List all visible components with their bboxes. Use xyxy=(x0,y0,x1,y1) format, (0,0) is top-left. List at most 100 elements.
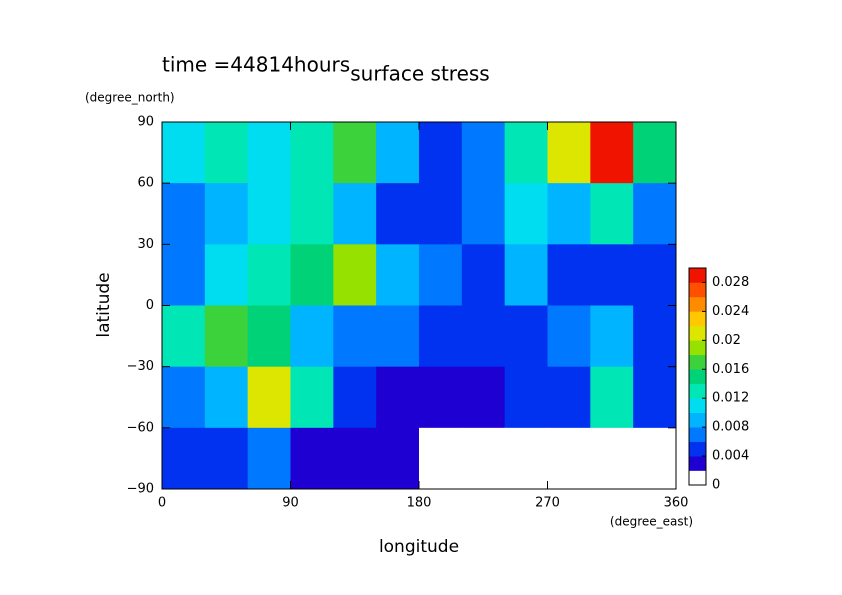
cell xyxy=(247,122,291,184)
y-axis-label: latitude xyxy=(94,272,114,337)
colorbar-band xyxy=(689,325,706,341)
cell xyxy=(333,305,377,368)
colorbar-tick-label: 0.02 xyxy=(712,333,741,348)
cell xyxy=(247,366,291,429)
colorbar-tick-label: 0.028 xyxy=(712,275,749,290)
colorbar-band xyxy=(689,398,706,413)
cell xyxy=(504,305,548,368)
colorbar-tick-label: 0.012 xyxy=(712,391,749,406)
x-tick-label: 180 xyxy=(407,496,432,511)
cell xyxy=(290,244,334,306)
colorbar-band xyxy=(689,456,706,471)
colorbar-band xyxy=(689,311,706,327)
cell xyxy=(204,244,249,306)
cell xyxy=(419,183,463,245)
cell xyxy=(290,366,334,429)
cell xyxy=(590,366,634,429)
cell xyxy=(333,366,377,429)
cell xyxy=(247,427,291,490)
cell xyxy=(633,244,677,306)
cell xyxy=(547,305,591,368)
colorbar-band xyxy=(689,441,706,457)
y-tick-label: 30 xyxy=(137,237,154,252)
y-unit: (degree_north) xyxy=(85,91,175,105)
colorbar-band xyxy=(689,369,706,385)
colorbar-band xyxy=(689,268,706,283)
x-unit: (degree_east) xyxy=(610,515,693,529)
chart-title: surface stress xyxy=(350,62,489,86)
cell xyxy=(162,305,206,368)
cell xyxy=(504,244,548,306)
colorbar-band xyxy=(689,470,706,486)
cell xyxy=(376,122,420,184)
cell xyxy=(633,305,677,368)
x-tick-label: 0 xyxy=(158,496,166,511)
cell xyxy=(633,366,677,429)
cell xyxy=(376,244,420,306)
cell xyxy=(590,183,634,245)
x-tick-label: 360 xyxy=(664,496,689,511)
colorbar-band xyxy=(689,282,706,298)
cell xyxy=(290,183,334,245)
cell xyxy=(590,427,634,490)
x-tick-label: 270 xyxy=(535,496,560,511)
y-tick-label: −30 xyxy=(127,359,154,374)
cell xyxy=(247,183,291,245)
cell xyxy=(547,244,591,306)
cell xyxy=(247,244,291,306)
cell xyxy=(461,305,506,368)
colorbar-tick-label: 0.008 xyxy=(712,420,749,435)
colorbar-tick-label: 0 xyxy=(712,478,720,493)
cell xyxy=(376,305,420,368)
cell xyxy=(204,122,249,184)
cell xyxy=(590,122,634,184)
cell xyxy=(162,122,206,184)
cell xyxy=(162,427,206,490)
cell xyxy=(419,305,463,368)
cell xyxy=(290,427,334,490)
cell xyxy=(162,244,206,306)
colorbar-frame xyxy=(688,267,707,486)
y-tick-label: −60 xyxy=(127,420,154,435)
cell xyxy=(204,427,249,490)
cell xyxy=(376,427,420,490)
cell xyxy=(461,244,506,306)
cell xyxy=(333,244,377,306)
colorbar-tick-label: 0.016 xyxy=(712,362,749,377)
cell xyxy=(504,183,548,245)
cell xyxy=(547,183,591,245)
colorbar-band xyxy=(689,412,706,428)
cell xyxy=(633,183,677,245)
cell xyxy=(419,366,463,429)
y-tick-label: 90 xyxy=(137,115,154,130)
cell xyxy=(247,305,291,368)
y-tick-label: 60 xyxy=(137,176,154,191)
cell xyxy=(590,305,634,368)
cell xyxy=(633,427,677,490)
cell xyxy=(633,122,677,184)
cell xyxy=(504,122,548,184)
cell xyxy=(547,122,591,184)
colorbar-band xyxy=(689,427,706,442)
cell xyxy=(419,427,463,490)
cell xyxy=(333,122,377,184)
cell xyxy=(419,122,463,184)
cell xyxy=(162,183,206,245)
colorbar-band xyxy=(689,354,706,370)
y-tick-label: 0 xyxy=(146,298,154,313)
subtitle: time =44814hours xyxy=(162,53,350,77)
x-axis-label: longitude xyxy=(379,537,459,557)
cell xyxy=(333,183,377,245)
cell xyxy=(547,366,591,429)
cell xyxy=(419,244,463,306)
colorbar-band xyxy=(689,340,706,356)
cell xyxy=(290,305,334,368)
cell xyxy=(376,183,420,245)
cell xyxy=(461,183,506,245)
cell xyxy=(547,427,591,490)
cell xyxy=(504,366,548,429)
cell xyxy=(461,427,506,490)
colorbar-band xyxy=(689,296,706,312)
y-tick-label: −90 xyxy=(127,482,154,497)
